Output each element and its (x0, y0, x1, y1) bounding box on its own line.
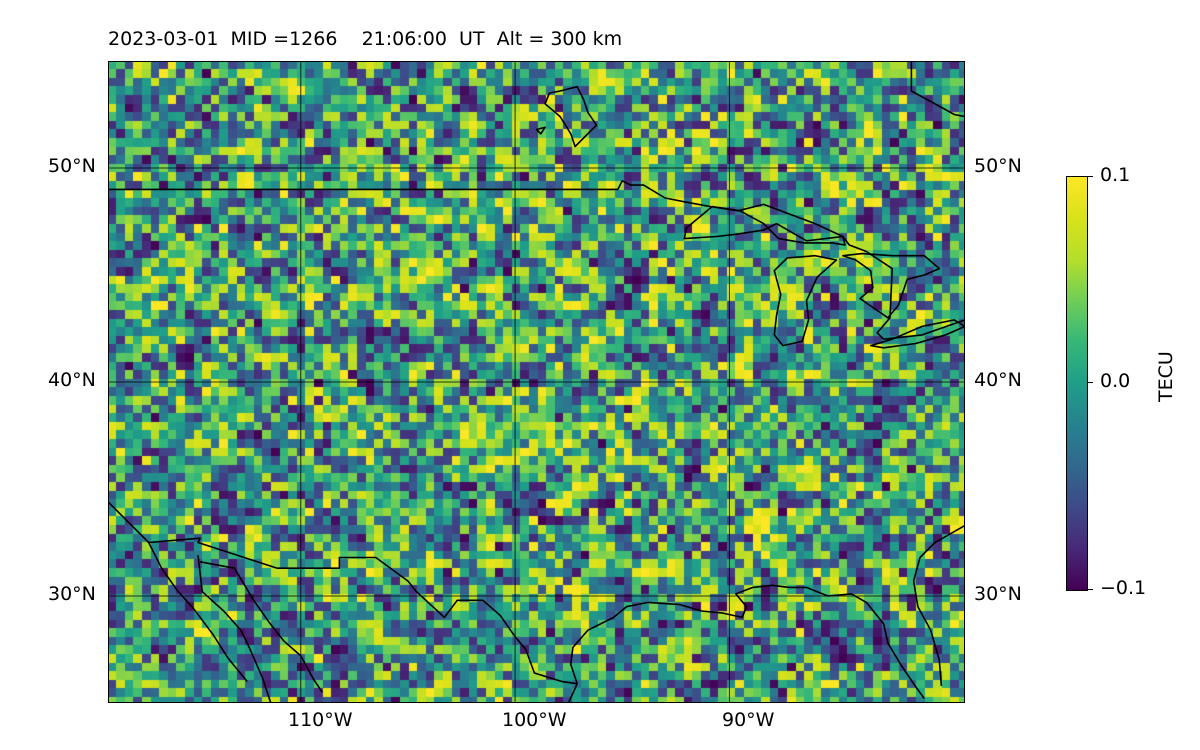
colorbar-tick-min (1087, 589, 1093, 590)
lat-tick-left-30: 30°N (48, 583, 96, 605)
lake-huron (842, 252, 941, 319)
hudson-bay-coast (910, 61, 965, 118)
lon-tick-110w: 110°W (288, 709, 353, 731)
florida-atlantic-coast (912, 524, 965, 686)
colorbar-label-min: −0.1 (1100, 577, 1147, 599)
lat-tick-right-50: 50°N (974, 155, 1022, 177)
us-canada-border (108, 180, 965, 341)
colorbar-tick-max (1087, 176, 1093, 177)
lat-tick-left-40: 40°N (48, 369, 96, 391)
gulf-coast-us (569, 584, 925, 700)
colorbar (1066, 176, 1088, 591)
colorbar-label-max: 0.1 (1100, 164, 1131, 186)
map-title: 2023-03-01 MID =1266 21:06:00 UT Alt = 3… (108, 28, 623, 50)
lon-tick-100w: 100°W (502, 709, 567, 731)
lat-tick-right-40: 40°N (974, 369, 1022, 391)
lake-superior (683, 205, 846, 246)
colorbar-label-mid: 0.0 (1100, 370, 1131, 392)
tec-map (108, 61, 965, 703)
lake-winnipeg (544, 85, 598, 148)
lake-erie (869, 319, 965, 349)
lon-tick-90w: 90°W (722, 709, 775, 731)
lat-tick-left-50: 50°N (48, 155, 96, 177)
baja-coast (197, 555, 272, 703)
colorbar-tick-mid (1087, 382, 1093, 383)
colorbar-title: TECU (1155, 351, 1177, 402)
sonora-coast (199, 561, 323, 693)
baja-west-coast (147, 542, 248, 683)
lat-tick-right-30: 30°N (974, 583, 1022, 605)
lake-manitoba-patch (535, 126, 546, 135)
gulf-coast-mexico (567, 683, 578, 703)
lake-michigan (773, 254, 838, 347)
us-mexico-border (108, 501, 578, 685)
map-overlay (108, 61, 965, 703)
